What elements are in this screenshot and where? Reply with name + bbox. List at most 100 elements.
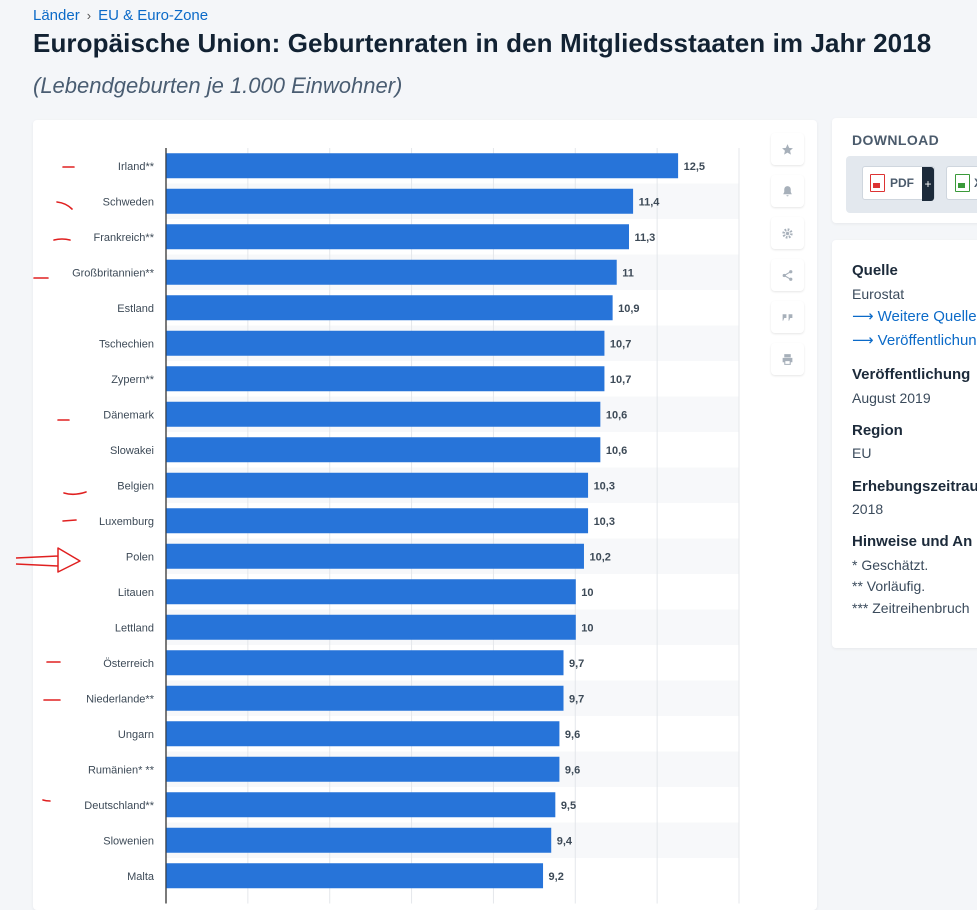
- bar: [166, 330, 605, 356]
- category-label: Polen: [126, 551, 154, 563]
- bar: [166, 508, 589, 534]
- value-label: 10,6: [606, 409, 627, 421]
- note-provisional: ** Vorläufig.: [852, 578, 926, 594]
- bar: [166, 224, 629, 250]
- bar: [166, 614, 576, 640]
- note-estimated: * Geschätzt.: [852, 557, 929, 573]
- bar: [166, 792, 556, 818]
- share-button[interactable]: [771, 259, 804, 291]
- breadcrumb: Länder › EU & Euro-Zone: [33, 7, 208, 24]
- category-label: Zypern**: [111, 374, 155, 386]
- category-label: Malta: [127, 871, 155, 883]
- cite-button[interactable]: [771, 301, 804, 333]
- chart-card: Irland** 12,5 Schweden 11,4 Frankreich** 11,3…: [33, 120, 817, 910]
- value-label: 10,3: [594, 480, 615, 492]
- bar: [166, 543, 584, 569]
- category-label: Rumänien* **: [88, 764, 155, 776]
- value-label: 10: [581, 622, 593, 634]
- region-heading: Region: [852, 422, 903, 439]
- category-label: Frankreich**: [93, 232, 154, 244]
- value-label: 11,3: [634, 232, 655, 244]
- more-sources-label: Weitere Quellen: [877, 308, 977, 325]
- bar: [166, 295, 613, 321]
- gear-icon: [782, 227, 793, 239]
- source-value: Eurostat: [852, 286, 905, 302]
- bar: [166, 472, 589, 498]
- download-card: DOWNLOAD PDF + X: [832, 118, 977, 223]
- bar: [166, 188, 634, 214]
- page-title: Europäische Union: Geburtenraten in den …: [33, 28, 932, 58]
- source-info-card: Quelle Eurostat ⟶ Weitere Quellen ⟶ Verö…: [832, 240, 977, 648]
- arrow-right-icon: ⟶: [852, 332, 878, 349]
- category-label: Lettland: [115, 622, 154, 634]
- value-label: 11,4: [639, 196, 661, 208]
- value-label: 10,7: [610, 338, 631, 350]
- pdf-file-icon: [870, 174, 885, 192]
- download-pdf-button[interactable]: PDF +: [862, 166, 935, 201]
- favorite-button[interactable]: [771, 133, 804, 165]
- download-title: DOWNLOAD: [852, 132, 940, 148]
- bar: [166, 685, 564, 711]
- value-label: 10,6: [606, 445, 627, 457]
- notification-button[interactable]: [771, 175, 804, 207]
- value-label: 10: [581, 587, 593, 599]
- value-label: 9,7: [569, 658, 584, 670]
- bar: [166, 863, 544, 889]
- download-xls-button[interactable]: X: [946, 166, 977, 200]
- value-label: 12,5: [684, 161, 705, 173]
- category-label: Belgien: [117, 480, 154, 492]
- more-sources-link[interactable]: ⟶ Weitere Quellen: [852, 307, 977, 325]
- bar-chart: Irland** 12,5 Schweden 11,4 Frankreich** 11,3…: [72, 148, 740, 904]
- category-label: Irland**: [118, 161, 155, 173]
- category-label: Großbritannien**: [72, 267, 155, 279]
- source-heading: Quelle: [852, 262, 898, 279]
- published-value: August 2019: [852, 390, 931, 406]
- bar: [166, 721, 560, 747]
- published-heading: Veröffentlichung: [852, 366, 971, 383]
- value-label: 10,7: [610, 374, 631, 386]
- value-label: 9,5: [561, 800, 576, 812]
- quote-icon: [782, 313, 793, 321]
- value-label: 11: [622, 267, 634, 279]
- arrow-right-icon: ⟶: [852, 308, 878, 325]
- value-label: 9,4: [557, 835, 573, 847]
- period-value: 2018: [852, 501, 884, 517]
- xls-label: X: [974, 176, 977, 190]
- value-label: 9,6: [565, 729, 580, 741]
- bar: [166, 153, 679, 179]
- value-label: 9,6: [565, 764, 580, 776]
- period-heading: Erhebungszeitraum: [852, 478, 977, 495]
- star-icon: [782, 143, 793, 155]
- category-label: Slowenien: [103, 835, 154, 847]
- print-icon: [782, 353, 793, 365]
- category-label: Slowakei: [110, 445, 154, 457]
- publication-label: Veröffentlichung: [877, 332, 977, 349]
- category-label: Niederlande**: [86, 693, 155, 705]
- publication-link[interactable]: ⟶ Veröffentlichung: [852, 331, 977, 349]
- bell-icon: [783, 185, 792, 196]
- value-label: 10,2: [589, 551, 610, 563]
- breadcrumb-link-laender[interactable]: Länder: [33, 7, 80, 24]
- category-label: Deutschland**: [84, 800, 154, 812]
- print-button[interactable]: [771, 343, 804, 375]
- value-label: 10,9: [618, 303, 639, 315]
- bar: [166, 827, 552, 853]
- note-series-break: *** Zeitreihenbruch: [852, 600, 970, 616]
- bar: [166, 579, 576, 605]
- category-label: Ungarn: [118, 729, 154, 741]
- value-label: 10,3: [594, 516, 615, 528]
- bar: [166, 401, 601, 427]
- category-label: Dänemark: [103, 409, 154, 421]
- chart-toolbar: [771, 133, 804, 375]
- bar: [166, 437, 601, 463]
- region-value: EU: [852, 445, 872, 461]
- category-label: Schweden: [103, 196, 154, 208]
- bar: [166, 259, 617, 285]
- plus-icon: +: [922, 167, 934, 201]
- value-label: 9,7: [569, 693, 584, 705]
- settings-button[interactable]: [771, 217, 804, 249]
- pdf-label: PDF: [890, 176, 914, 190]
- breadcrumb-link-eu[interactable]: EU & Euro-Zone: [98, 7, 209, 24]
- category-label: Österreich: [103, 658, 154, 670]
- notes-heading: Hinweise und An: [852, 533, 973, 550]
